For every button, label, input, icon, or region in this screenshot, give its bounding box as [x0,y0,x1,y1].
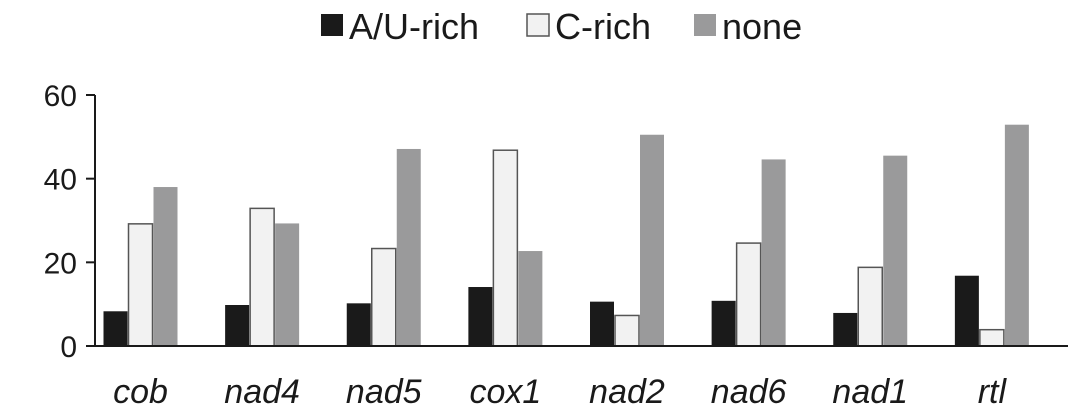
y-axis: 0 20 40 60 [44,80,96,364]
bar-nad2-none [640,134,664,346]
bar-cox1-none [518,251,543,346]
bar-nad4-none [275,223,300,346]
x-tick-label: nad4 [224,373,300,411]
bar-group-nad5 [346,148,421,347]
legend-label: C-rich [555,6,651,47]
bar-nad5-none [396,148,421,346]
bar-group-cox1 [468,149,543,347]
bar-cob-none [153,187,178,346]
y-tick-label: 0 [60,331,77,364]
y-tick-label: 20 [44,247,77,280]
legend-label: none [722,6,802,47]
x-tick-label: nad6 [711,373,787,411]
bar-rtl-none [1004,124,1029,347]
x-tick-label: nad5 [346,373,422,411]
bar-nad1-none [883,155,908,346]
x-tick-label: nad1 [832,373,908,411]
x-tick-label: rtl [978,373,1008,411]
bar-nad6-c-rich [735,242,762,347]
x-axis: cob nad4 nad5 cox1 nad2 nad6 nad1 rtl [95,345,1068,411]
bar-nad2-c-rich [614,314,640,347]
bar-nad4-a-u-rich [225,305,250,346]
legend-item-none: none [694,6,802,47]
x-tick-label: cob [113,373,168,411]
bar-group-nad6 [711,159,786,347]
bar-cox1-a-u-rich [468,287,493,346]
y-tick-label: 40 [44,164,77,197]
legend-item-a-u-rich: A/U-rich [321,6,479,47]
bar-cob-c-rich [127,223,154,347]
bar-rtl-a-u-rich [954,275,979,346]
bar-nad2-a-u-rich [590,301,614,346]
bar-group-nad4 [225,207,300,347]
bar-cox1-c-rich [492,149,519,347]
bars [103,124,1029,347]
bar-nad1-c-rich [857,266,883,347]
legend-swatch [694,14,716,36]
legend: A/U-rich C-rich none [321,6,802,47]
bar-nad1-a-u-rich [833,312,858,346]
bar-nad5-a-u-rich [346,303,371,346]
legend-item-c-rich: C-rich [526,6,651,47]
bar-group-nad1 [833,155,908,347]
legend-label: A/U-rich [349,6,479,47]
x-tick-label: nad2 [589,373,665,411]
bar-rtl-c-rich [979,328,1005,347]
bar-nad6-none [761,159,786,346]
bar-group-nad2 [590,134,664,347]
bar-nad6-a-u-rich [711,300,736,346]
bar-group-rtl [954,124,1029,347]
bar-group-cob [103,187,178,347]
legend-swatch [321,14,343,36]
legend-swatch [526,13,550,37]
bar-nad5-c-rich [371,247,397,347]
bar-nad4-c-rich [249,207,275,347]
x-tick-label: cox1 [469,373,541,411]
y-tick-label: 60 [44,80,77,113]
bar-cob-a-u-rich [103,311,128,346]
